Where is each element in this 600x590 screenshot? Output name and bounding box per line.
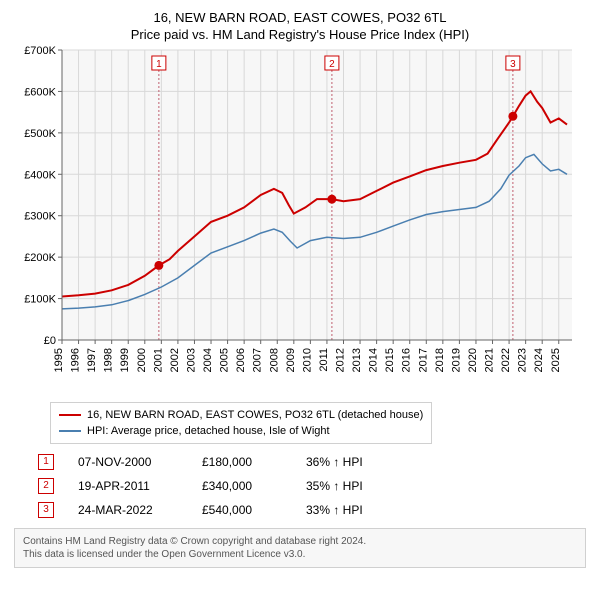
events-table: 1 07-NOV-2000 £180,000 36% ↑ HPI 2 19-AP… xyxy=(38,450,586,522)
x-tick-label: 1995 xyxy=(53,348,65,372)
event-marker-icon: 2 xyxy=(38,478,54,494)
legend: 16, NEW BARN ROAD, EAST COWES, PO32 6TL … xyxy=(50,402,432,444)
attribution: Contains HM Land Registry data © Crown c… xyxy=(14,528,586,568)
chart-titles: 16, NEW BARN ROAD, EAST COWES, PO32 6TL … xyxy=(14,10,586,42)
event-marker-num: 1 xyxy=(156,59,162,70)
y-tick-label: £300K xyxy=(24,211,56,223)
x-tick-label: 2017 xyxy=(417,348,429,372)
event-pct: 33% ↑ HPI xyxy=(306,503,363,517)
x-tick-label: 2005 xyxy=(219,348,231,372)
x-tick-label: 2000 xyxy=(136,348,148,372)
y-tick-label: £700K xyxy=(24,46,56,57)
x-tick-label: 2001 xyxy=(152,348,164,372)
x-tick-label: 2015 xyxy=(384,348,396,372)
y-tick-label: £100K xyxy=(24,294,56,306)
event-marker-num: 3 xyxy=(510,59,516,70)
legend-item-series-a: 16, NEW BARN ROAD, EAST COWES, PO32 6TL … xyxy=(59,407,423,423)
x-tick-label: 2009 xyxy=(285,348,297,372)
x-tick-label: 1996 xyxy=(70,348,82,372)
event-date: 07-NOV-2000 xyxy=(78,455,178,469)
y-tick-label: £0 xyxy=(44,335,56,347)
y-tick-label: £200K xyxy=(24,252,56,264)
x-tick-label: 2016 xyxy=(401,348,413,372)
x-tick-label: 2013 xyxy=(351,348,363,372)
event-num: 3 xyxy=(43,505,49,515)
x-tick-label: 2002 xyxy=(169,348,181,372)
y-tick-label: £400K xyxy=(24,169,56,181)
event-marker-num: 2 xyxy=(329,59,335,70)
y-tick-label: £600K xyxy=(24,86,56,98)
x-tick-label: 2020 xyxy=(467,348,479,372)
event-row: 1 07-NOV-2000 £180,000 36% ↑ HPI xyxy=(38,450,586,474)
event-pct: 35% ↑ HPI xyxy=(306,479,363,493)
x-tick-label: 2025 xyxy=(550,348,562,372)
chart-title-main: 16, NEW BARN ROAD, EAST COWES, PO32 6TL xyxy=(14,10,586,25)
x-tick-label: 1998 xyxy=(103,348,115,372)
x-tick-label: 2008 xyxy=(268,348,280,372)
x-tick-label: 2021 xyxy=(484,348,496,372)
chart-svg: £0 £100K £200K £300K £400K £500K £600K £700K 199… xyxy=(14,46,586,394)
chart-title-sub: Price paid vs. HM Land Registry's House … xyxy=(14,27,586,42)
event-row: 2 19-APR-2011 £340,000 35% ↑ HPI xyxy=(38,474,586,498)
page-container: 16, NEW BARN ROAD, EAST COWES, PO32 6TL … xyxy=(0,0,600,590)
x-tick-label: 1997 xyxy=(86,348,98,372)
chart-area: £0 £100K £200K £300K £400K £500K £600K £700K 199… xyxy=(14,46,586,394)
legend-swatch-b xyxy=(59,430,81,432)
event-num: 2 xyxy=(43,481,49,491)
x-tick-label: 2007 xyxy=(252,348,264,372)
event-price: £180,000 xyxy=(202,455,282,469)
x-tick-label: 1999 xyxy=(119,348,131,372)
legend-label-b: HPI: Average price, detached house, Isle… xyxy=(87,423,330,439)
legend-label-a: 16, NEW BARN ROAD, EAST COWES, PO32 6TL … xyxy=(87,407,423,423)
x-tick-label: 2023 xyxy=(517,348,529,372)
x-tick-label: 2006 xyxy=(235,348,247,372)
attribution-line: Contains HM Land Registry data © Crown c… xyxy=(23,535,577,548)
x-tick-label: 2018 xyxy=(434,348,446,372)
event-pct: 36% ↑ HPI xyxy=(306,455,363,469)
x-tick-label: 2022 xyxy=(500,348,512,372)
event-date: 19-APR-2011 xyxy=(78,479,178,493)
event-date: 24-MAR-2022 xyxy=(78,503,178,517)
x-tick-label: 2024 xyxy=(533,348,545,372)
x-tick-label: 2011 xyxy=(318,348,330,372)
legend-swatch-a xyxy=(59,414,81,416)
x-tick-label: 2014 xyxy=(368,348,380,372)
x-tick-label: 2019 xyxy=(450,348,462,372)
x-tick-label: 2012 xyxy=(334,348,346,372)
event-price: £340,000 xyxy=(202,479,282,493)
y-tick-label: £500K xyxy=(24,128,56,140)
event-row: 3 24-MAR-2022 £540,000 33% ↑ HPI xyxy=(38,498,586,522)
event-num: 1 xyxy=(43,457,49,467)
event-price: £540,000 xyxy=(202,503,282,517)
x-tick-label: 2004 xyxy=(202,348,214,372)
event-marker-icon: 3 xyxy=(38,502,54,518)
legend-item-series-b: HPI: Average price, detached house, Isle… xyxy=(59,423,423,439)
event-marker-icon: 1 xyxy=(38,454,54,470)
attribution-line: This data is licensed under the Open Gov… xyxy=(23,548,577,561)
x-tick-label: 2010 xyxy=(301,348,313,372)
x-tick-label: 2003 xyxy=(185,348,197,372)
